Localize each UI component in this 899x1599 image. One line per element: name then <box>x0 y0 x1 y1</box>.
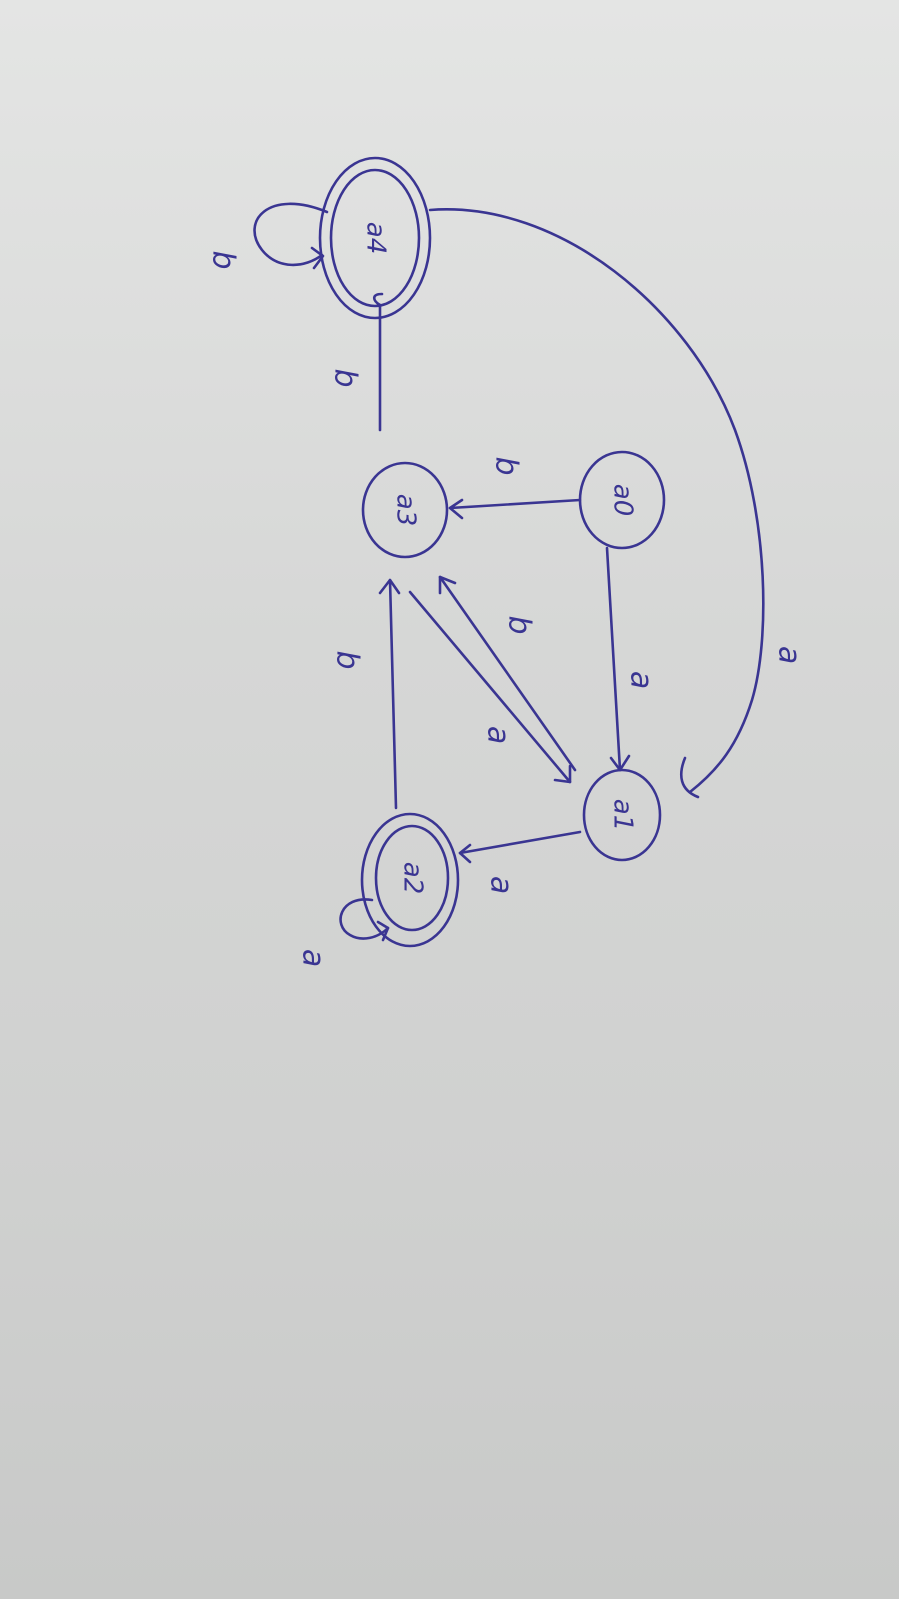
state-q0: a0 <box>578 450 666 550</box>
transition-q3-q1 <box>408 590 572 784</box>
q1-q3-line <box>438 575 577 772</box>
state-q2-outer-circle <box>360 812 460 948</box>
q4-self-loop-arc <box>253 202 329 267</box>
transition-q4-q1 <box>428 208 765 799</box>
q1-q3-arrowhead <box>438 575 457 595</box>
q4-q1-label: a <box>772 646 807 664</box>
q2-q3-arrowhead <box>378 578 401 595</box>
q2-self-loop-arc <box>339 898 390 940</box>
q1-q3-label: b <box>502 615 537 634</box>
state-q2-inner-circle <box>374 824 450 932</box>
state-q4-label: a4 <box>361 222 391 254</box>
transition-q1-q2 <box>458 830 582 864</box>
state-q2-label: a2 <box>398 862 428 894</box>
state-q4-inner-circle <box>329 168 421 308</box>
transition-q4-self-loop <box>253 202 329 270</box>
state-q3-circle <box>361 461 449 559</box>
transition-q2-q3 <box>378 578 401 810</box>
q0-q3-label: b <box>489 456 524 475</box>
q4-q1-arrowhead <box>679 756 700 799</box>
transition-q0-q3 <box>448 498 582 520</box>
q3-q1-label: a <box>481 726 516 744</box>
state-q0-label: a0 <box>608 484 638 516</box>
q3-q1-line <box>408 590 572 784</box>
q3-q4-arrowhead <box>372 292 384 307</box>
q2-self-loop-arrowhead <box>376 920 390 942</box>
q0-q1-label: a <box>624 671 659 689</box>
q2-self-loop-label: a <box>296 949 331 967</box>
state-q4-outer-circle <box>318 156 432 320</box>
state-q3-label: a3 <box>391 494 421 526</box>
q3-q1-arrowhead <box>553 764 572 784</box>
q0-q1-arrowhead <box>609 754 631 772</box>
q4-q1-arc <box>428 208 765 794</box>
state-q3: a3 <box>361 461 449 559</box>
transition-q0-q1 <box>605 546 631 772</box>
q1-q2-label: a <box>484 876 519 894</box>
q4-self-loop-arrowhead <box>310 246 325 270</box>
q3-q4-label: b <box>328 368 363 387</box>
q0-q1-line <box>605 546 622 772</box>
q0-q3-line <box>448 498 582 510</box>
q4-self-loop-label: b <box>206 250 241 269</box>
transition-q3-q4 <box>372 292 384 432</box>
transition-q1-q3 <box>438 575 577 772</box>
state-q2: a2 <box>360 812 460 948</box>
state-q1: a1 <box>582 768 662 862</box>
q1-q2-arrowhead <box>458 843 472 864</box>
q2-q3-line <box>388 578 398 810</box>
q0-q3-arrowhead <box>448 498 464 520</box>
q2-q3-label: b <box>330 650 365 669</box>
state-q4: a4 <box>318 156 432 320</box>
transition-q2-self-loop <box>339 898 390 942</box>
q1-q2-line <box>458 830 582 855</box>
state-q1-circle <box>582 768 662 862</box>
state-q1-label: a1 <box>608 799 638 831</box>
